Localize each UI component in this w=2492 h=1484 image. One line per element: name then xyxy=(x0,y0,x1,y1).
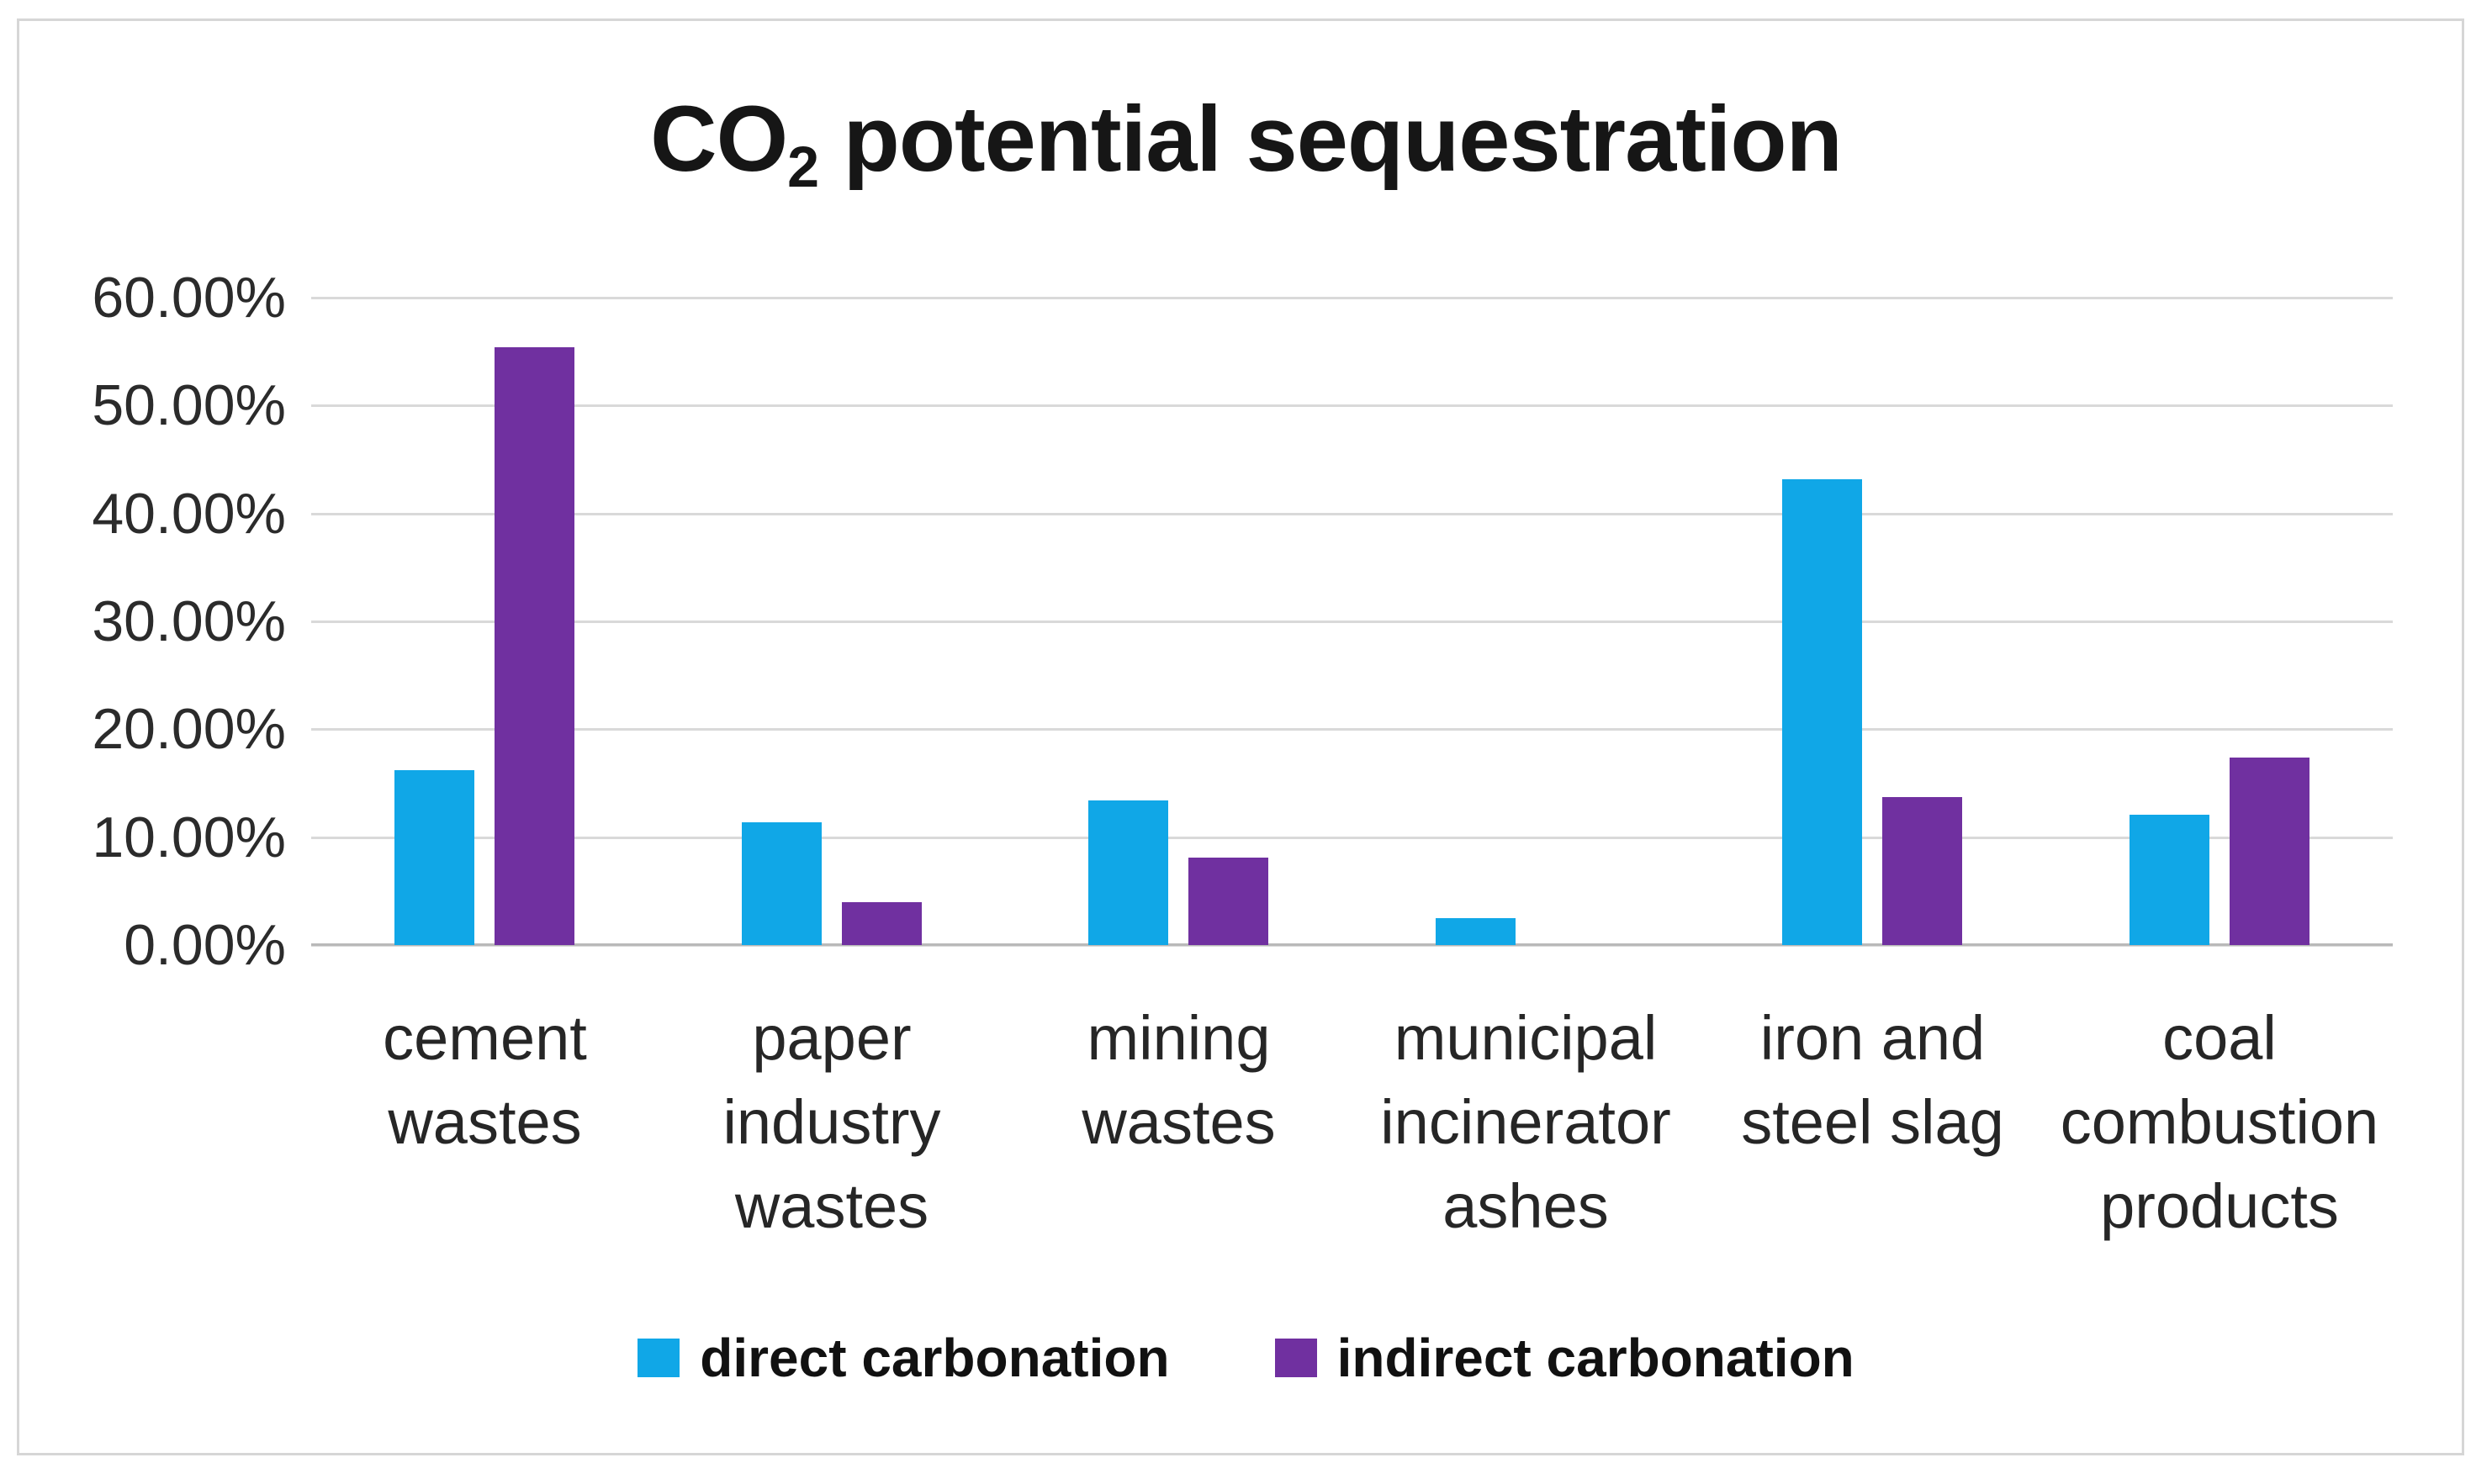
y-axis-tick-label: 60.00% xyxy=(92,266,286,330)
gridline xyxy=(311,836,2393,839)
plot-area xyxy=(311,297,2393,947)
chart-title-subscript: 2 xyxy=(787,135,819,200)
category-label-line: ashes xyxy=(1442,1171,1609,1241)
chart-title: CO2 potential sequestration xyxy=(0,82,2492,209)
category-label-coal-combustion-products: coal combustion products xyxy=(2046,996,2394,1249)
category-label-line: products xyxy=(2100,1171,2339,1241)
y-axis-tick-label: 10.00% xyxy=(92,805,286,869)
legend-item-indirect-carbonation: indirect carbonation xyxy=(1274,1327,1854,1389)
legend-label: indirect carbonation xyxy=(1336,1328,1854,1388)
category-label-paper-industry-wastes: paper industry wastes xyxy=(659,996,1006,1249)
bar-indirect-carbonation-paper-industry-wastes xyxy=(841,901,922,945)
y-axis-tick-label: 40.00% xyxy=(92,481,286,546)
bar-direct-carbonation-mining-wastes xyxy=(1088,800,1169,945)
bar-direct-carbonation-municipal-incinerator-ashes xyxy=(1435,917,1516,945)
gridline xyxy=(311,512,2393,515)
y-axis-tick-label: 0.00% xyxy=(124,913,286,977)
legend-label: direct carbonation xyxy=(700,1328,1170,1388)
gridline xyxy=(311,621,2393,623)
y-axis-tick-label: 20.00% xyxy=(92,697,286,762)
category-label-line: steel slag xyxy=(1741,1087,2004,1157)
category-label-municipal-incinerator-ashes: municipal incinerator ashes xyxy=(1352,996,1700,1249)
legend-swatch-direct-carbonation xyxy=(638,1339,680,1377)
bar-direct-carbonation-paper-industry-wastes xyxy=(741,821,822,945)
category-label-line: coal xyxy=(2162,1003,2277,1073)
gridline xyxy=(311,297,2393,299)
legend: direct carbonation indirect carbonation xyxy=(0,1327,2492,1389)
gridline xyxy=(311,728,2393,731)
bar-indirect-carbonation-coal-combustion-products xyxy=(2229,757,2309,945)
gridline xyxy=(311,404,2393,408)
bar-direct-carbonation-iron-and-steel-slag xyxy=(1782,478,1863,945)
category-label-line: iron and xyxy=(1759,1003,1986,1073)
y-axis-tick-label: 30.00% xyxy=(92,589,286,653)
category-label-line: wastes xyxy=(734,1171,929,1241)
bar-indirect-carbonation-cement-wastes xyxy=(495,347,575,945)
x-axis-line xyxy=(311,943,2393,946)
category-label-line: cement xyxy=(383,1003,587,1073)
bar-direct-carbonation-cement-wastes xyxy=(394,770,475,945)
category-label-line: paper xyxy=(752,1003,912,1073)
category-label-line: wastes xyxy=(388,1087,582,1157)
category-label-line: wastes xyxy=(1082,1087,1276,1157)
chart-title-suffix: potential sequestration xyxy=(818,87,1843,191)
category-label-line: municipal xyxy=(1394,1003,1658,1073)
legend-swatch-indirect-carbonation xyxy=(1274,1339,1317,1377)
category-label-line: combustion xyxy=(2060,1087,2379,1157)
bar-indirect-carbonation-iron-and-steel-slag xyxy=(1882,797,1963,945)
category-label-line: mining xyxy=(1087,1003,1271,1073)
category-label-line: incinerator xyxy=(1380,1087,1671,1157)
legend-item-direct-carbonation: direct carbonation xyxy=(638,1327,1170,1389)
category-label-iron-and-steel-slag: iron and steel slag xyxy=(1699,996,2046,1164)
bar-direct-carbonation-coal-combustion-products xyxy=(2129,814,2209,945)
chart-border xyxy=(17,18,2464,1455)
category-label-mining-wastes: mining wastes xyxy=(1005,996,1352,1164)
y-axis-tick-label: 50.00% xyxy=(92,373,286,438)
category-label-cement-wastes: cement wastes xyxy=(311,996,659,1164)
bar-indirect-carbonation-mining-wastes xyxy=(1188,858,1269,945)
chart-title-prefix: CO xyxy=(650,87,788,191)
category-label-line: industry xyxy=(722,1087,941,1157)
